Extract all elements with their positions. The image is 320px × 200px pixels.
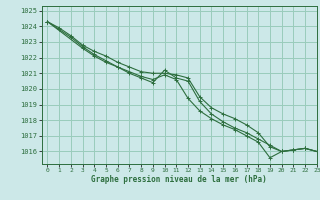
X-axis label: Graphe pression niveau de la mer (hPa): Graphe pression niveau de la mer (hPa): [91, 175, 267, 184]
